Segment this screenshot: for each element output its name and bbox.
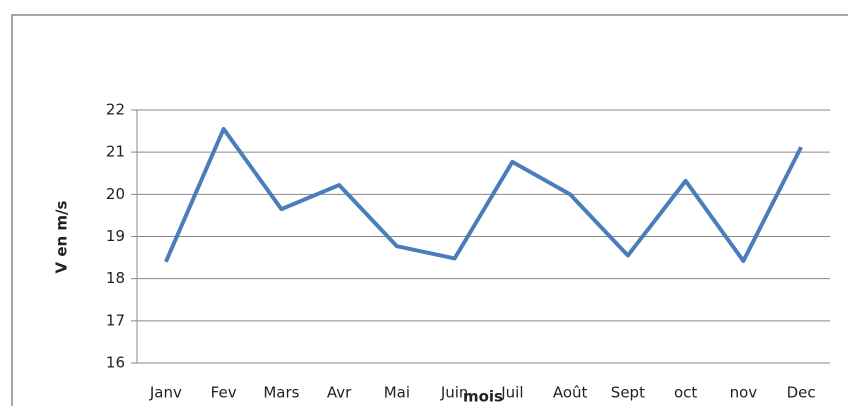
y-tick-label: 18: [106, 269, 125, 287]
y-tick-label: 22: [106, 101, 125, 119]
y-tick-label: 20: [106, 185, 125, 203]
x-tick-label: Fev: [211, 384, 237, 402]
x-tick-label: Mai: [384, 384, 410, 402]
x-tick-label: Avr: [327, 384, 352, 402]
x-tick-label: Juin: [440, 384, 469, 402]
data-line: [164, 126, 803, 263]
x-tick-label: Sept: [611, 384, 645, 402]
y-axis-label: V en m/s: [53, 200, 71, 273]
x-tick-label: Janv: [149, 384, 182, 402]
x-tick-label: Mars: [263, 384, 299, 402]
x-tick-label: oct: [674, 384, 697, 402]
x-tick-label: nov: [730, 384, 758, 402]
x-tick-label: Dec: [787, 384, 816, 402]
x-axis-label: mois: [463, 388, 503, 406]
y-tick-label: 21: [106, 143, 125, 161]
x-tick-label: Juil: [500, 384, 523, 402]
y-tick-label: 17: [106, 311, 125, 329]
y-tick-label: 19: [106, 227, 125, 245]
x-tick-label: Août: [553, 384, 588, 402]
y-tick-label: 16: [106, 354, 125, 372]
